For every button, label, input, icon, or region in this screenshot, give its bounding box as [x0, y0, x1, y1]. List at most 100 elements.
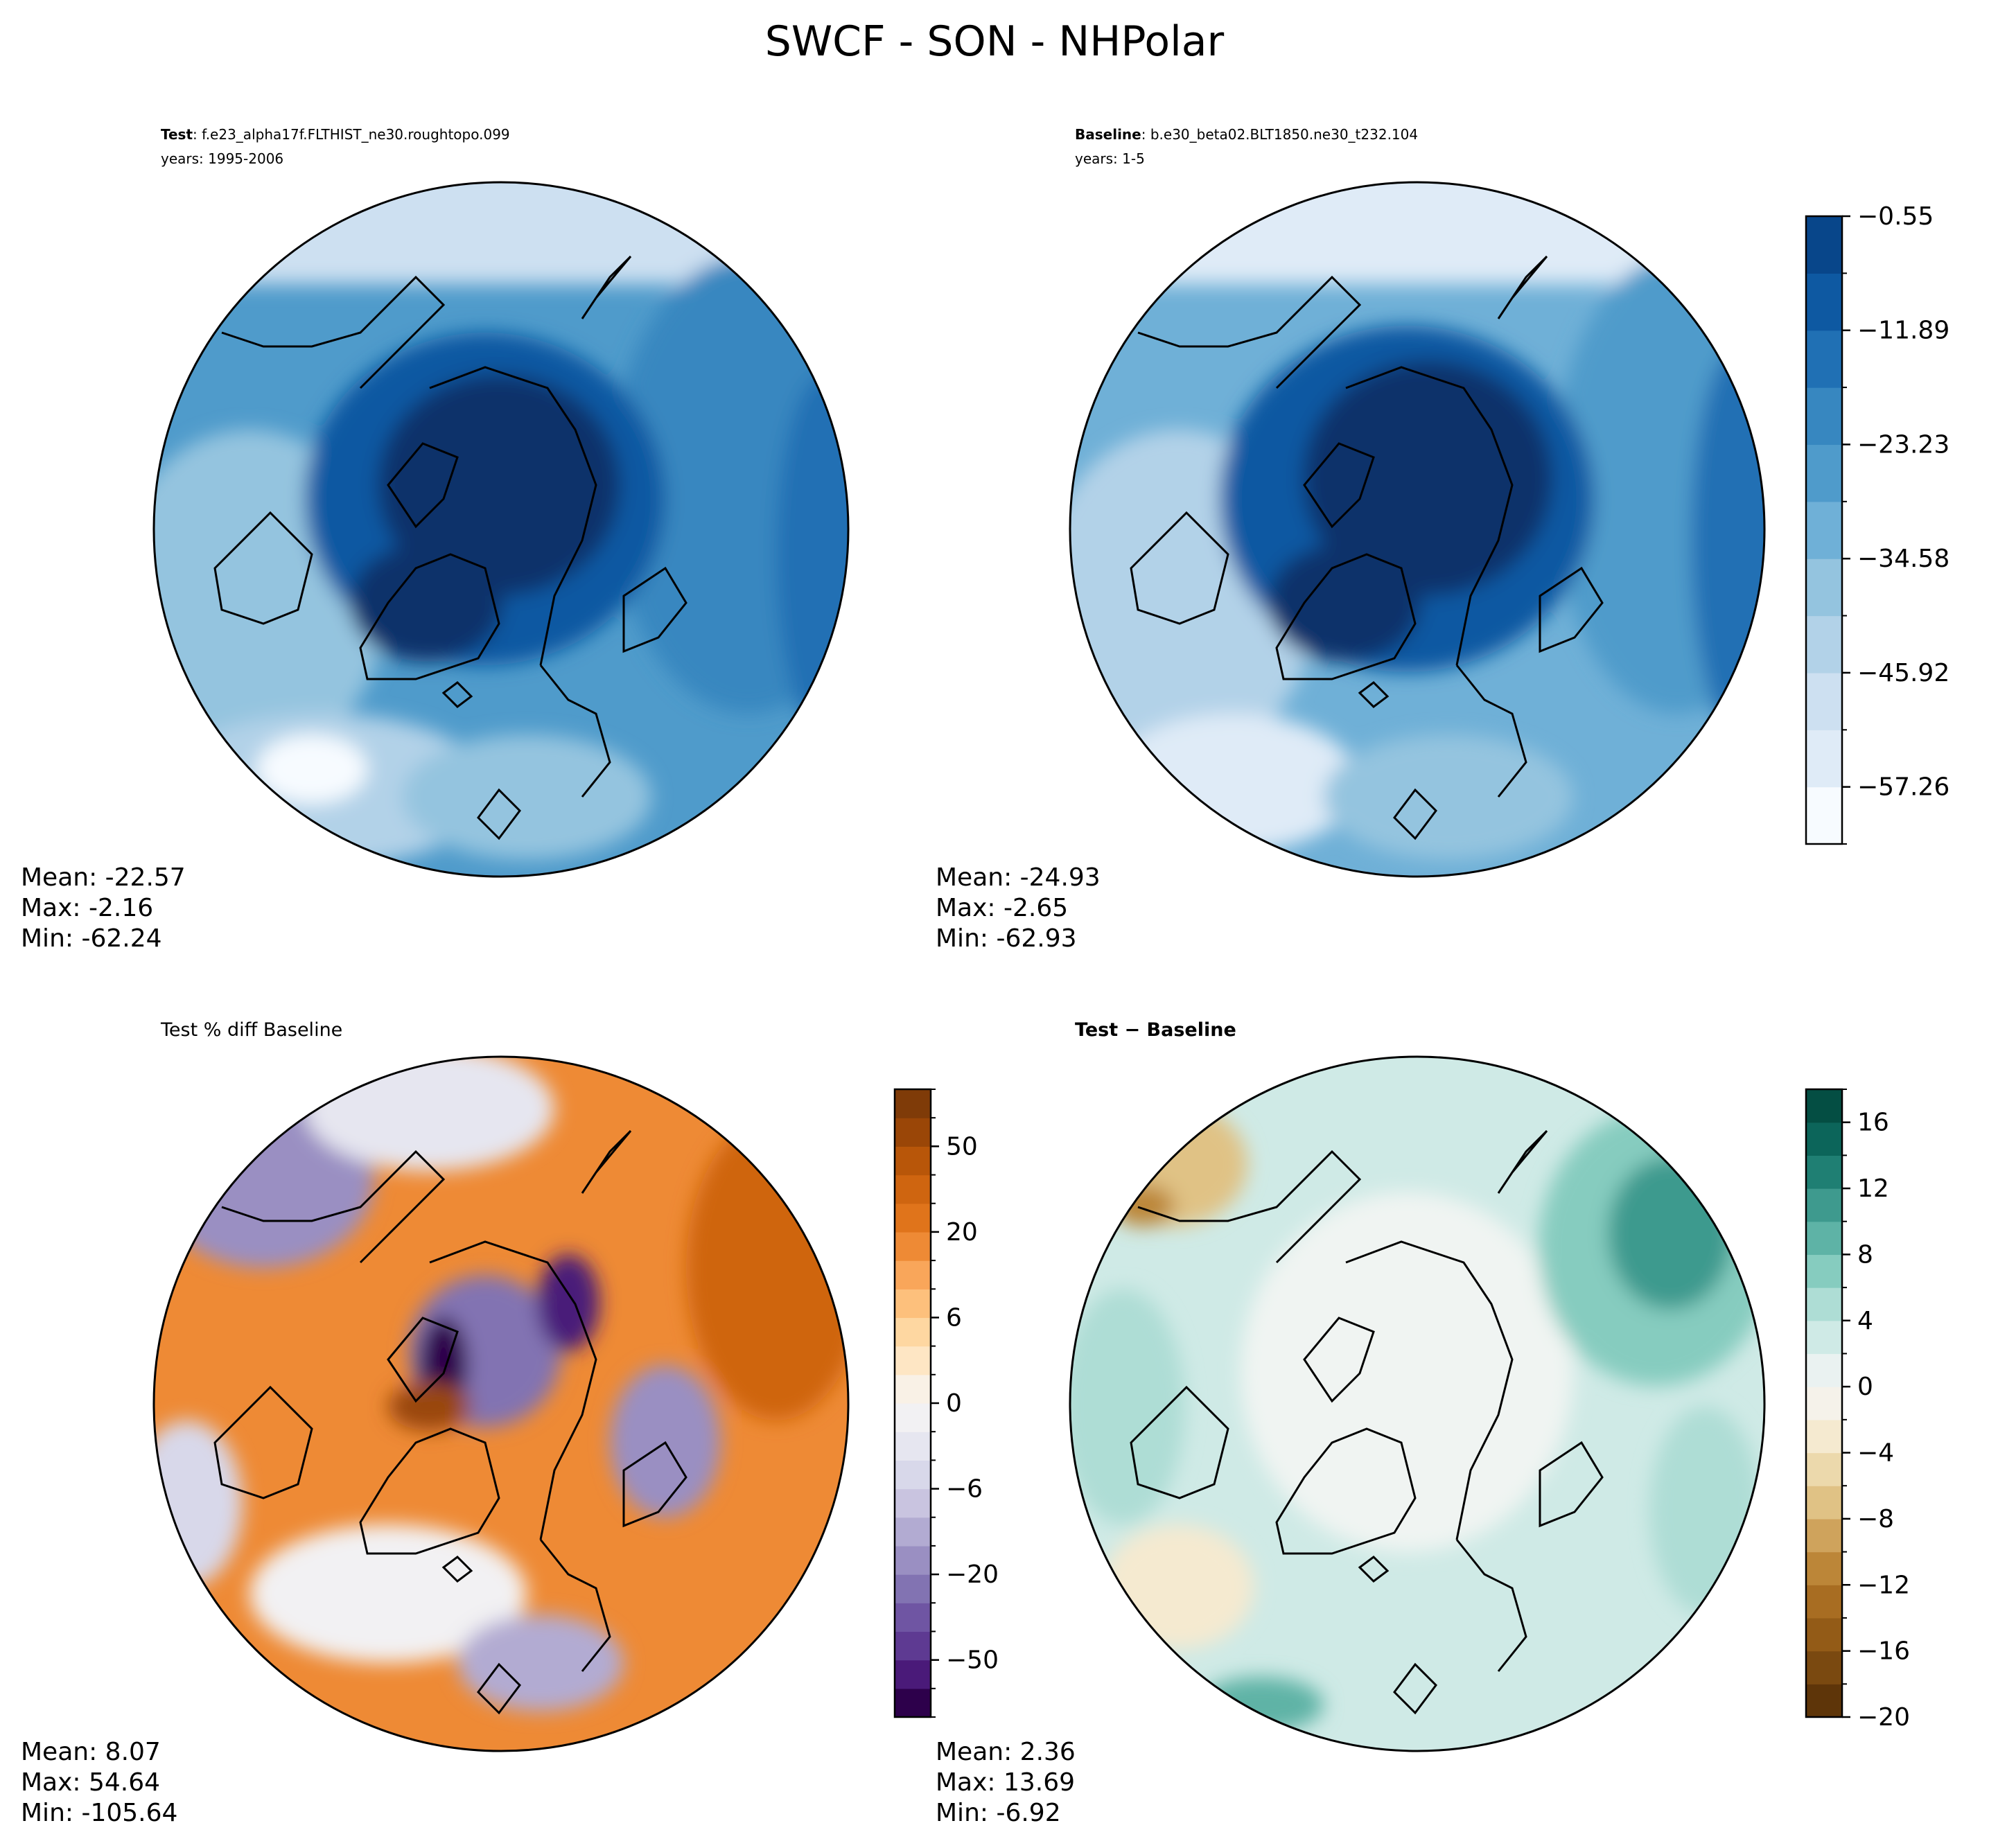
colorbar-tick-label: 0	[1857, 1373, 1873, 1401]
test-map-boundary	[152, 181, 850, 878]
figure-title: SWCF - SON - NHPolar	[765, 17, 1225, 66]
colorbar-segment	[1806, 501, 1842, 559]
panel-percent-diff: Test % diff Baseline	[21, 1019, 999, 1827]
colorbar-tick-label: −23.23	[1857, 430, 1949, 459]
colorbar-tick-label: −0.55	[1857, 202, 1934, 231]
test-map-patch-south-white	[256, 734, 367, 804]
test-max: Max: -2.16	[21, 894, 153, 922]
colorbar-segment	[895, 1089, 931, 1118]
colorbar-tick-label: −34.58	[1857, 545, 1949, 573]
colorbar-frame	[1805, 215, 1843, 845]
baseline-label: Baseline: b.e30_beta02.BLT1850.ne30_t232…	[1075, 126, 1418, 143]
colorbar-segment	[895, 1460, 931, 1490]
colorbar-tick-label: −4	[1857, 1439, 1894, 1468]
colorbar-segment	[895, 1403, 931, 1432]
panel-difference: Test − Baseline	[936, 1019, 1910, 1827]
percent-diff-label: Test % diff Baseline	[160, 1019, 342, 1041]
colorbar-segment	[1806, 1452, 1842, 1486]
colorbar-segment	[1806, 1419, 1842, 1454]
colorbar-segment	[1806, 786, 1842, 845]
test-label-bold: Test	[161, 126, 193, 143]
test-min: Min: -62.24	[21, 924, 162, 953]
colorbar-tick-label: 12	[1857, 1174, 1889, 1203]
baseline-coastlines	[1130, 255, 1604, 841]
colorbar-segment	[1806, 1188, 1842, 1222]
colorbar-segment	[1806, 1387, 1842, 1420]
colorbar-segment	[1806, 672, 1842, 730]
colorbar-tick-label: −57.26	[1857, 773, 1949, 802]
colorbar-tick-label: −8	[1857, 1505, 1894, 1533]
colorbar-tick-label: −20	[1857, 1703, 1910, 1732]
test-map-patch-arctic-core	[378, 374, 620, 596]
difference-map	[1070, 1057, 1764, 1751]
colorbar-segment	[1806, 216, 1842, 274]
colorbar-segment	[895, 1432, 931, 1461]
colorbar-tick-label: 0	[946, 1389, 962, 1418]
colorbar-segment	[1806, 1684, 1842, 1718]
baseline-map-patch-south-white	[1109, 714, 1358, 852]
colorbar-segment	[895, 1545, 931, 1575]
colorbar-tick-label: 6	[946, 1303, 962, 1332]
percent-diff-map-patch-east-purple	[610, 1365, 721, 1517]
panel-baseline: Baseline: b.e30_beta02.BLT1850.ne30_t232…	[936, 126, 1949, 953]
colorbar-segment	[895, 1317, 931, 1347]
colorbar-segment	[1806, 1122, 1842, 1156]
test-map-patch-europe	[402, 734, 651, 859]
colorbar-segment	[1806, 1089, 1842, 1123]
baseline-map-patch-greenland	[1268, 544, 1421, 662]
colorbar-tick-label: 8	[1857, 1240, 1873, 1269]
colorbar-tick-label: 16	[1857, 1109, 1889, 1137]
baseline-label-bold: Baseline	[1075, 126, 1141, 143]
test-map-patch-greenland	[350, 544, 502, 662]
colorbar-tick-label: −12	[1857, 1571, 1910, 1599]
colorbar-segment	[895, 1660, 931, 1689]
colorbar-segment	[1806, 1155, 1842, 1189]
difference-map-boundary	[1069, 1055, 1766, 1752]
colorbar-segment	[1806, 615, 1842, 674]
test-map	[154, 182, 848, 877]
colorbar-segment	[895, 1203, 931, 1233]
colorbar-tick-label: 4	[1857, 1307, 1873, 1335]
baseline-min: Min: -62.93	[936, 924, 1077, 953]
colorbar-segment	[1806, 330, 1842, 388]
difference-map-patch-west-teal	[1070, 1289, 1185, 1524]
percent-diff-mean: Mean: 8.07	[21, 1738, 161, 1766]
colorbar-segment	[1806, 1518, 1842, 1553]
baseline-max: Max: -2.65	[936, 894, 1068, 922]
colorbar-segment	[1806, 558, 1842, 617]
colorbar-segment	[1806, 273, 1842, 331]
percent-diff-map-patch-canada-brown	[388, 1382, 471, 1431]
difference-label: Test − Baseline	[1075, 1019, 1236, 1041]
baseline-map-boundary	[1069, 181, 1766, 878]
colorbar-segment	[1806, 1254, 1842, 1288]
colorbar-tick-label: −20	[946, 1560, 999, 1589]
colorbar-tick-label: 50	[946, 1132, 978, 1161]
colorbar-segment	[1806, 1320, 1842, 1355]
difference-coastlines	[1130, 1129, 1604, 1715]
colorbar-segment	[1806, 1353, 1842, 1387]
colorbar-tick-label: −45.92	[1857, 659, 1949, 687]
colorbar-segment	[895, 1574, 931, 1603]
colorbar-segment	[1806, 1617, 1842, 1652]
colorbar-segment	[895, 1174, 931, 1204]
colorbar-tick-label: 20	[946, 1218, 978, 1247]
baseline-mean: Mean: -24.93	[936, 863, 1101, 892]
difference-max: Max: 13.69	[936, 1768, 1075, 1797]
colorbar-segment	[895, 1631, 931, 1661]
colorbar-segment	[895, 1374, 931, 1404]
percent-diff-map-patch-ne-dark	[686, 1116, 848, 1420]
colorbar-segment	[895, 1260, 931, 1290]
difference-mean: Mean: 2.36	[936, 1738, 1076, 1766]
colorbar-segment	[1806, 1551, 1842, 1585]
baseline-map-patch-arctic-core	[1303, 360, 1552, 596]
percent-diff-map-boundary	[152, 1055, 850, 1752]
percent-diff-coastlines	[213, 1129, 687, 1715]
difference-min: Min: -6.92	[936, 1799, 1061, 1827]
colorbar-tick-label: −50	[946, 1646, 999, 1675]
colorbar-segment	[1806, 387, 1842, 446]
test-label-text: : f.e23_alpha17f.FLTHIST_ne30.roughtopo.…	[193, 126, 510, 143]
colorbar-segment	[895, 1118, 931, 1147]
percent-diff-map-patch-south-light	[249, 1524, 527, 1663]
colorbar-segment	[895, 1488, 931, 1518]
percent-diff-colorbar: −50 −20 −6 0 6 20 50	[893, 1088, 999, 1718]
